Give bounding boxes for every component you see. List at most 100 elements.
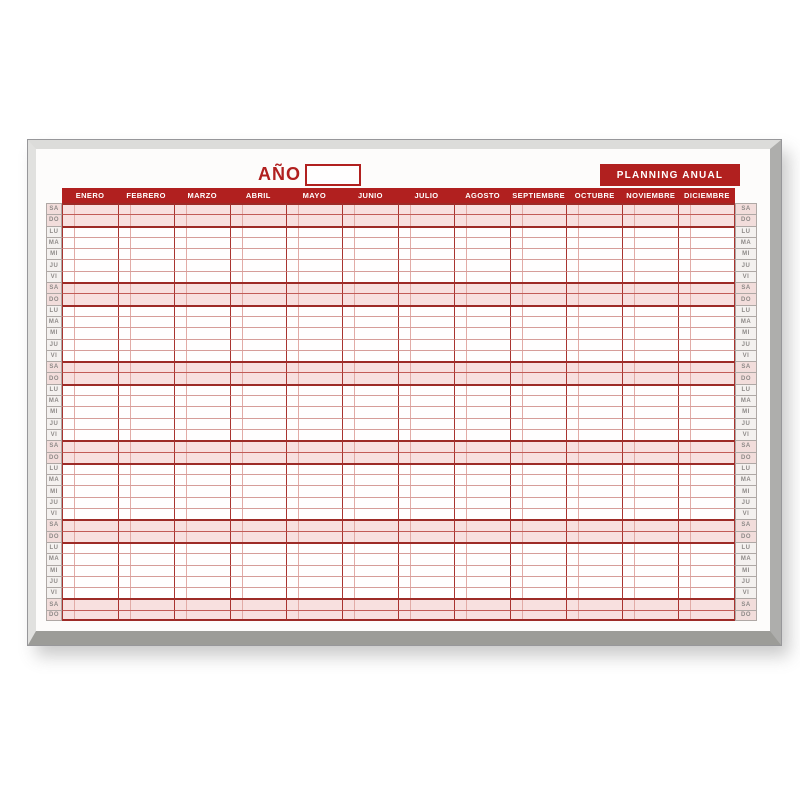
planner-cell-octubre[interactable] (566, 293, 622, 305)
planner-cell-junio[interactable] (342, 485, 398, 497)
planner-cell-octubre[interactable] (566, 395, 622, 407)
planner-cell-marzo[interactable] (174, 293, 230, 305)
planner-cell-abril[interactable] (230, 485, 286, 497)
planner-cell-junio[interactable] (342, 282, 398, 294)
planner-cell-agosto[interactable] (454, 338, 510, 350)
planner-cell-junio[interactable] (342, 327, 398, 339)
planner-cell-diciembre[interactable] (678, 406, 735, 418)
planner-cell-noviembre[interactable] (622, 508, 678, 520)
planner-cell-septiembre[interactable] (510, 609, 566, 621)
planner-cell-enero[interactable] (62, 451, 118, 463)
planner-cell-julio[interactable] (398, 214, 454, 226)
planner-cell-noviembre[interactable] (622, 338, 678, 350)
planner-cell-julio[interactable] (398, 519, 454, 531)
planner-cell-diciembre[interactable] (678, 530, 735, 542)
planner-cell-noviembre[interactable] (622, 587, 678, 599)
planner-cell-mayo[interactable] (286, 327, 342, 339)
planner-cell-mayo[interactable] (286, 519, 342, 531)
planner-cell-febrero[interactable] (118, 338, 174, 350)
planner-cell-noviembre[interactable] (622, 315, 678, 328)
planner-cell-agosto[interactable] (454, 474, 510, 486)
planner-cell-enero[interactable] (62, 496, 118, 509)
planner-cell-agosto[interactable] (454, 372, 510, 384)
planner-cell-enero[interactable] (62, 417, 118, 429)
planner-cell-enero[interactable] (62, 327, 118, 339)
planner-cell-agosto[interactable] (454, 270, 510, 283)
planner-cell-marzo[interactable] (174, 270, 230, 283)
planner-cell-julio[interactable] (398, 293, 454, 305)
planner-cell-mayo[interactable] (286, 395, 342, 407)
planner-cell-noviembre[interactable] (622, 236, 678, 249)
planner-cell-enero[interactable] (62, 440, 118, 452)
planner-cell-marzo[interactable] (174, 203, 230, 215)
planner-cell-septiembre[interactable] (510, 315, 566, 328)
planner-cell-marzo[interactable] (174, 372, 230, 384)
planner-cell-septiembre[interactable] (510, 225, 566, 237)
planner-cell-octubre[interactable] (566, 598, 622, 610)
planner-cell-noviembre[interactable] (622, 395, 678, 407)
planner-cell-agosto[interactable] (454, 203, 510, 215)
planner-cell-julio[interactable] (398, 587, 454, 599)
planner-cell-junio[interactable] (342, 349, 398, 362)
planner-cell-octubre[interactable] (566, 508, 622, 520)
planner-cell-noviembre[interactable] (622, 304, 678, 316)
planner-cell-enero[interactable] (62, 541, 118, 554)
planner-cell-diciembre[interactable] (678, 338, 735, 350)
planner-cell-febrero[interactable] (118, 259, 174, 271)
planner-cell-noviembre[interactable] (622, 259, 678, 271)
planner-cell-agosto[interactable] (454, 553, 510, 565)
planner-cell-enero[interactable] (62, 428, 118, 441)
planner-cell-diciembre[interactable] (678, 315, 735, 328)
planner-cell-octubre[interactable] (566, 553, 622, 565)
planner-cell-septiembre[interactable] (510, 575, 566, 588)
planner-cell-marzo[interactable] (174, 349, 230, 362)
planner-cell-junio[interactable] (342, 564, 398, 576)
planner-cell-enero[interactable] (62, 214, 118, 226)
planner-cell-junio[interactable] (342, 553, 398, 565)
planner-cell-marzo[interactable] (174, 225, 230, 237)
planner-cell-enero[interactable] (62, 225, 118, 237)
planner-cell-enero[interactable] (62, 395, 118, 407)
planner-cell-noviembre[interactable] (622, 462, 678, 475)
planner-cell-abril[interactable] (230, 214, 286, 226)
planner-cell-julio[interactable] (398, 451, 454, 463)
planner-cell-octubre[interactable] (566, 315, 622, 328)
planner-cell-agosto[interactable] (454, 417, 510, 429)
planner-cell-diciembre[interactable] (678, 417, 735, 429)
planner-cell-junio[interactable] (342, 304, 398, 316)
planner-cell-noviembre[interactable] (622, 293, 678, 305)
planner-cell-octubre[interactable] (566, 338, 622, 350)
planner-cell-febrero[interactable] (118, 451, 174, 463)
planner-cell-diciembre[interactable] (678, 282, 735, 294)
planner-cell-diciembre[interactable] (678, 383, 735, 396)
planner-cell-febrero[interactable] (118, 428, 174, 441)
planner-cell-junio[interactable] (342, 519, 398, 531)
planner-cell-septiembre[interactable] (510, 417, 566, 429)
planner-cell-febrero[interactable] (118, 372, 174, 384)
planner-cell-agosto[interactable] (454, 293, 510, 305)
planner-cell-diciembre[interactable] (678, 236, 735, 249)
planner-cell-abril[interactable] (230, 474, 286, 486)
planner-cell-marzo[interactable] (174, 564, 230, 576)
planner-cell-marzo[interactable] (174, 428, 230, 441)
planner-cell-agosto[interactable] (454, 383, 510, 396)
planner-cell-octubre[interactable] (566, 203, 622, 215)
planner-cell-noviembre[interactable] (622, 349, 678, 362)
planner-cell-febrero[interactable] (118, 519, 174, 531)
planner-cell-septiembre[interactable] (510, 530, 566, 542)
planner-cell-noviembre[interactable] (622, 372, 678, 384)
planner-cell-enero[interactable] (62, 236, 118, 249)
planner-cell-septiembre[interactable] (510, 327, 566, 339)
planner-cell-abril[interactable] (230, 270, 286, 283)
planner-cell-septiembre[interactable] (510, 338, 566, 350)
planner-cell-septiembre[interactable] (510, 259, 566, 271)
planner-cell-mayo[interactable] (286, 462, 342, 475)
planner-cell-junio[interactable] (342, 225, 398, 237)
planner-cell-diciembre[interactable] (678, 496, 735, 509)
planner-cell-abril[interactable] (230, 315, 286, 328)
planner-cell-mayo[interactable] (286, 349, 342, 362)
planner-cell-abril[interactable] (230, 541, 286, 554)
planner-cell-septiembre[interactable] (510, 587, 566, 599)
planner-cell-octubre[interactable] (566, 225, 622, 237)
planner-cell-agosto[interactable] (454, 327, 510, 339)
